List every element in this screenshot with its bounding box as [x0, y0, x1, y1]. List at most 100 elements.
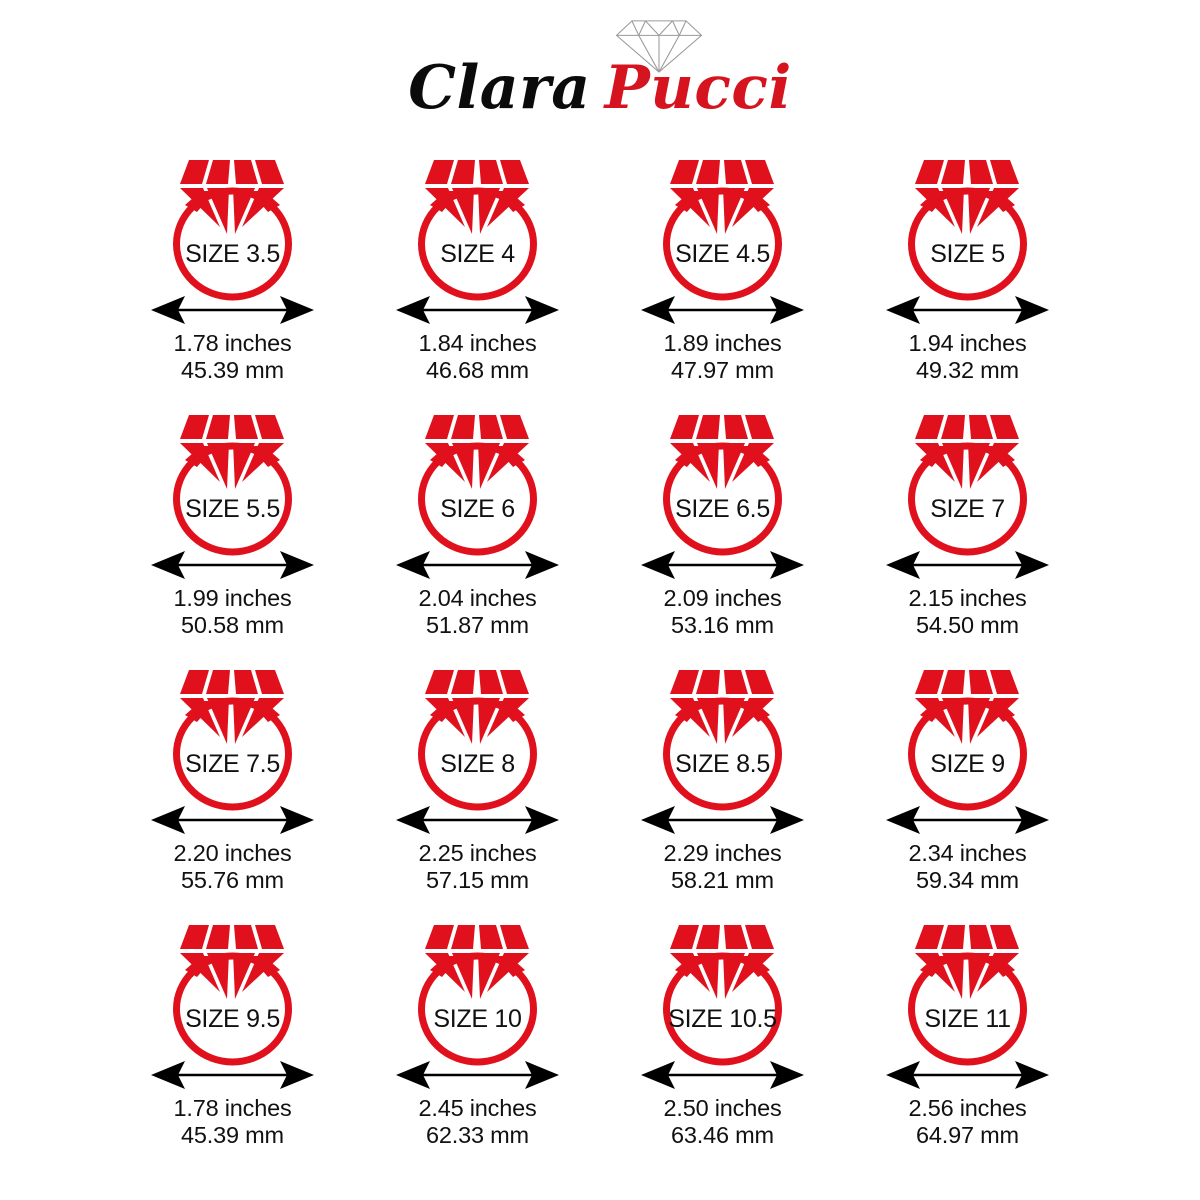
width-arrow — [151, 1061, 314, 1089]
ring-band — [663, 442, 782, 556]
width-arrow — [886, 296, 1049, 324]
ring-measurements: 2.29 inches 58.21 mm — [664, 840, 782, 895]
measurement-mm: 54.50 mm — [916, 612, 1019, 639]
measurement-mm: 45.39 mm — [181, 357, 284, 384]
ring-size-grid: SIZE 3.5 1.78 inches 45.39 mm — [0, 150, 1200, 1170]
ring-size-cell-13[interactable]: SIZE 10 2.45 inches 62.33 mm — [355, 915, 600, 1170]
ring-measurements: 1.99 inches 50.58 mm — [174, 585, 292, 640]
ring-band — [908, 442, 1027, 556]
ring-size-cell-10[interactable]: SIZE 8.5 2.29 inches 58.21 mm — [600, 660, 845, 915]
ring-measurements: 1.84 inches 46.68 mm — [419, 330, 537, 385]
measurement-mm: 47.97 mm — [671, 357, 774, 384]
gem-crown — [425, 925, 529, 949]
ring-diagram — [641, 925, 804, 1089]
ring-size-cell-15[interactable]: SIZE 11 2.56 inches 64.97 mm — [845, 915, 1090, 1170]
ring-band — [418, 442, 537, 556]
ring-size-cell-9[interactable]: SIZE 8 2.25 inches 57.15 mm — [355, 660, 600, 915]
ring-diagram — [641, 670, 804, 834]
measurement-inches: 2.09 inches — [663, 585, 782, 611]
ring-diagram — [396, 415, 559, 579]
gem-pavilion — [670, 188, 774, 234]
ring-diagram — [641, 415, 804, 579]
gem-pavilion — [670, 698, 774, 744]
gem-pavilion — [180, 953, 284, 999]
ring-band — [418, 187, 537, 301]
ring-size-cell-2[interactable]: SIZE 4.5 1.89 inches 47.97 mm — [600, 150, 845, 405]
width-arrow — [396, 296, 559, 324]
gem-crown — [670, 670, 774, 694]
ring-size-cell-4[interactable]: SIZE 5.5 1.99 inches 50.58 mm — [110, 405, 355, 660]
width-arrow — [641, 296, 804, 324]
ring-diagram — [886, 160, 1049, 324]
ring-measurements: 2.56 inches 64.97 mm — [909, 1095, 1027, 1150]
measurement-mm: 49.32 mm — [916, 357, 1019, 384]
gem-crown — [180, 925, 284, 949]
ring-diagram — [151, 925, 314, 1089]
ring-size-cell-7[interactable]: SIZE 7 2.15 inches 54.50 mm — [845, 405, 1090, 660]
gem-crown — [425, 670, 529, 694]
ring-measurements: 2.04 inches 51.87 mm — [419, 585, 537, 640]
width-arrow — [151, 296, 314, 324]
ring-measurements: 2.34 inches 59.34 mm — [909, 840, 1027, 895]
width-arrow — [396, 551, 559, 579]
gem-pavilion — [425, 188, 529, 234]
ring-band — [908, 952, 1027, 1066]
ring-size-cell-0[interactable]: SIZE 3.5 1.78 inches 45.39 mm — [110, 150, 355, 405]
ring-band — [663, 187, 782, 301]
gem-pavilion — [670, 953, 774, 999]
measurement-inches: 2.29 inches — [663, 840, 782, 866]
width-arrow — [151, 806, 314, 834]
measurement-mm: 58.21 mm — [671, 867, 774, 894]
width-arrow — [641, 1061, 804, 1089]
gem-crown — [425, 415, 529, 439]
measurement-inches: 2.15 inches — [908, 585, 1027, 611]
measurement-inches: 2.04 inches — [418, 585, 537, 611]
ring-measurements: 2.20 inches 55.76 mm — [174, 840, 292, 895]
brand-name-second: Pucci — [604, 53, 792, 123]
measurement-inches: 2.50 inches — [663, 1095, 782, 1121]
width-arrow — [886, 1061, 1049, 1089]
measurement-inches: 2.34 inches — [908, 840, 1027, 866]
gem-pavilion — [425, 698, 529, 744]
gem-pavilion — [425, 953, 529, 999]
measurement-mm: 59.34 mm — [916, 867, 1019, 894]
measurement-inches: 1.78 inches — [173, 330, 292, 356]
gem-crown — [670, 160, 774, 184]
gem-crown — [180, 160, 284, 184]
brand-header: Clara Pucci — [0, 0, 1200, 150]
gem-crown — [915, 670, 1019, 694]
ring-measurements: 1.78 inches 45.39 mm — [174, 330, 292, 385]
ring-diagram — [396, 670, 559, 834]
ring-diagram — [151, 670, 314, 834]
ring-size-cell-12[interactable]: SIZE 9.5 1.78 inches 45.39 mm — [110, 915, 355, 1170]
ring-diagram — [641, 160, 804, 324]
ring-measurements: 1.89 inches 47.97 mm — [664, 330, 782, 385]
ring-diagram — [151, 415, 314, 579]
measurement-mm: 64.97 mm — [916, 1122, 1019, 1149]
gem-crown — [915, 160, 1019, 184]
ring-size-cell-6[interactable]: SIZE 6.5 2.09 inches 53.16 mm — [600, 405, 845, 660]
ring-band — [908, 697, 1027, 811]
measurement-inches: 1.89 inches — [663, 330, 782, 356]
measurement-mm: 46.68 mm — [426, 357, 529, 384]
measurement-mm: 55.76 mm — [181, 867, 284, 894]
ring-diagram — [396, 160, 559, 324]
gem-pavilion — [915, 698, 1019, 744]
brand-name-first: Clara — [408, 53, 591, 123]
ring-size-cell-5[interactable]: SIZE 6 2.04 inches 51.87 mm — [355, 405, 600, 660]
ring-size-cell-3[interactable]: SIZE 5 1.94 inches 49.32 mm — [845, 150, 1090, 405]
gem-pavilion — [915, 188, 1019, 234]
brand-logo: Clara Pucci — [0, 18, 1200, 118]
ring-size-cell-8[interactable]: SIZE 7.5 2.20 inches 55.76 mm — [110, 660, 355, 915]
ring-measurements: 2.09 inches 53.16 mm — [664, 585, 782, 640]
ring-size-cell-11[interactable]: SIZE 9 2.34 inches 59.34 mm — [845, 660, 1090, 915]
ring-measurements: 2.50 inches 63.46 mm — [664, 1095, 782, 1150]
gem-pavilion — [670, 443, 774, 489]
ring-diagram — [886, 670, 1049, 834]
ring-diagram — [886, 925, 1049, 1089]
ring-measurements: 1.94 inches 49.32 mm — [909, 330, 1027, 385]
gem-crown — [670, 415, 774, 439]
ring-band — [663, 697, 782, 811]
ring-size-cell-14[interactable]: SIZE 10.5 2.50 inches 63.46 mm — [600, 915, 845, 1170]
ring-size-cell-1[interactable]: SIZE 4 1.84 inches 46.68 mm — [355, 150, 600, 405]
